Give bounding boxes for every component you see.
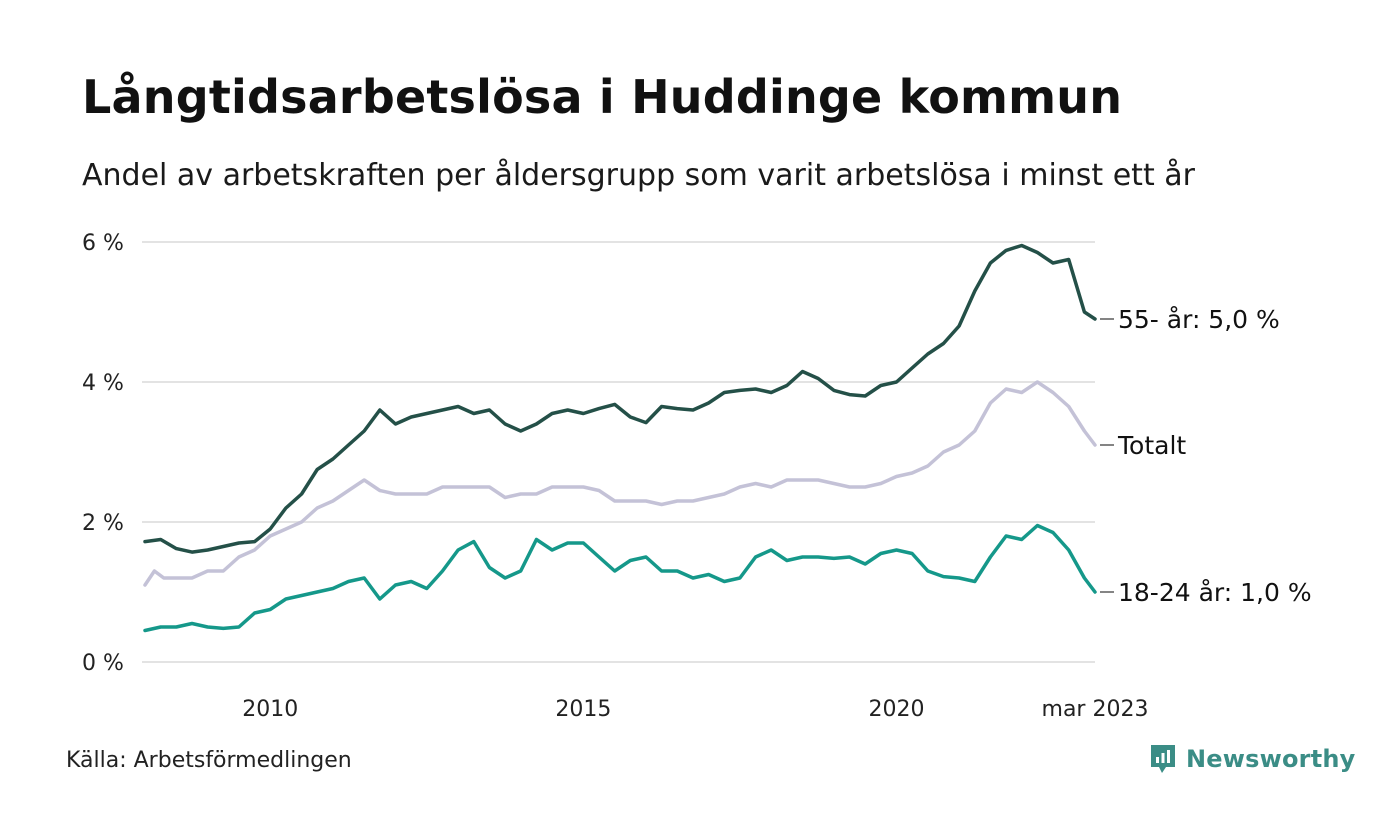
series-lines (143, 243, 1097, 633)
chart-subtitle: Andel av arbetskraften per åldersgrupp s… (82, 158, 1195, 193)
y-tick-label: 2 % (82, 511, 124, 536)
x-tick-label: 2015 (555, 697, 611, 722)
x-tick-label: 2010 (242, 697, 298, 722)
end-label: Totalt (1117, 431, 1186, 460)
end-label: 55- år: 5,0 % (1118, 305, 1280, 334)
x-axis-ticks: 2010 2015 2020 mar 2023 (242, 697, 1148, 722)
source-note: Källa: Arbetsförmedlingen (66, 748, 352, 773)
chart-title: Långtidsarbetslösa i Huddinge kommun (82, 70, 1123, 124)
y-axis-ticks: 0 % 2 % 4 % 6 % (82, 231, 124, 676)
newsworthy-logo[interactable]: Newsworthy (1148, 742, 1356, 776)
y-tick-label: 4 % (82, 371, 124, 396)
series-end-labels: 55- år: 5,0 % Totalt 18-24 år: 1,0 % (1100, 305, 1312, 607)
end-label: 18-24 år: 1,0 % (1118, 578, 1312, 607)
y-tick-label: 6 % (82, 231, 124, 256)
brand-name: Newsworthy (1186, 745, 1356, 773)
gridlines (142, 241, 1095, 663)
series-line-totalt (143, 380, 1097, 587)
series-line-55-r (143, 243, 1097, 554)
x-tick-label: mar 2023 (1042, 697, 1149, 722)
y-tick-label: 0 % (82, 651, 124, 676)
x-tick-label: 2020 (868, 697, 924, 722)
series-line-18-24-r (143, 523, 1097, 633)
newsworthy-icon (1151, 745, 1175, 773)
